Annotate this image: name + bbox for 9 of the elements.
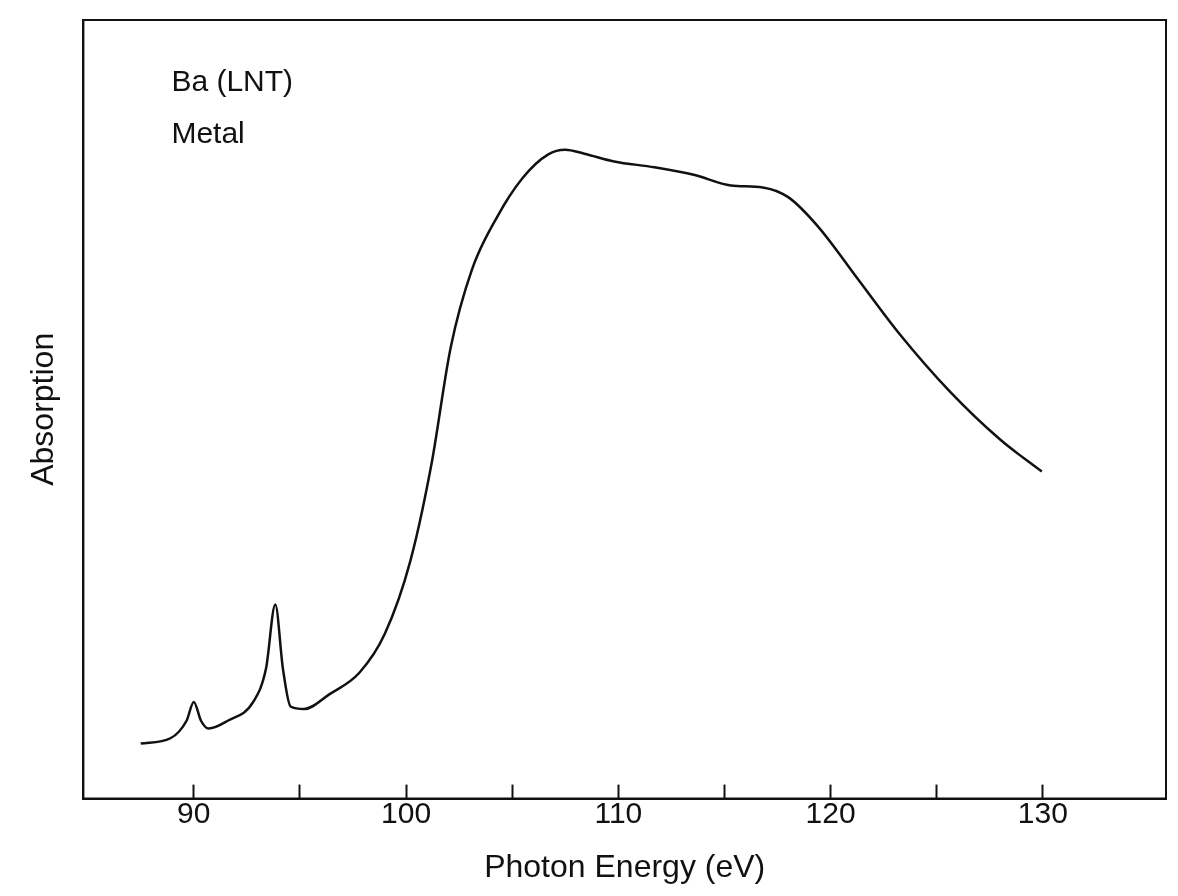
x-tick-label: 90 xyxy=(177,795,211,829)
x-tick-label: 130 xyxy=(1017,795,1068,829)
y-axis-title: Absorption xyxy=(24,332,61,486)
x-tick-label: 110 xyxy=(594,795,643,829)
x-tick-label: 120 xyxy=(805,795,856,829)
x-axis-title: Photon Energy (eV) xyxy=(484,847,766,884)
text: Ba (LNT) xyxy=(171,64,294,98)
x-tick-label: 100 xyxy=(381,795,432,829)
text: Metal xyxy=(171,116,245,150)
